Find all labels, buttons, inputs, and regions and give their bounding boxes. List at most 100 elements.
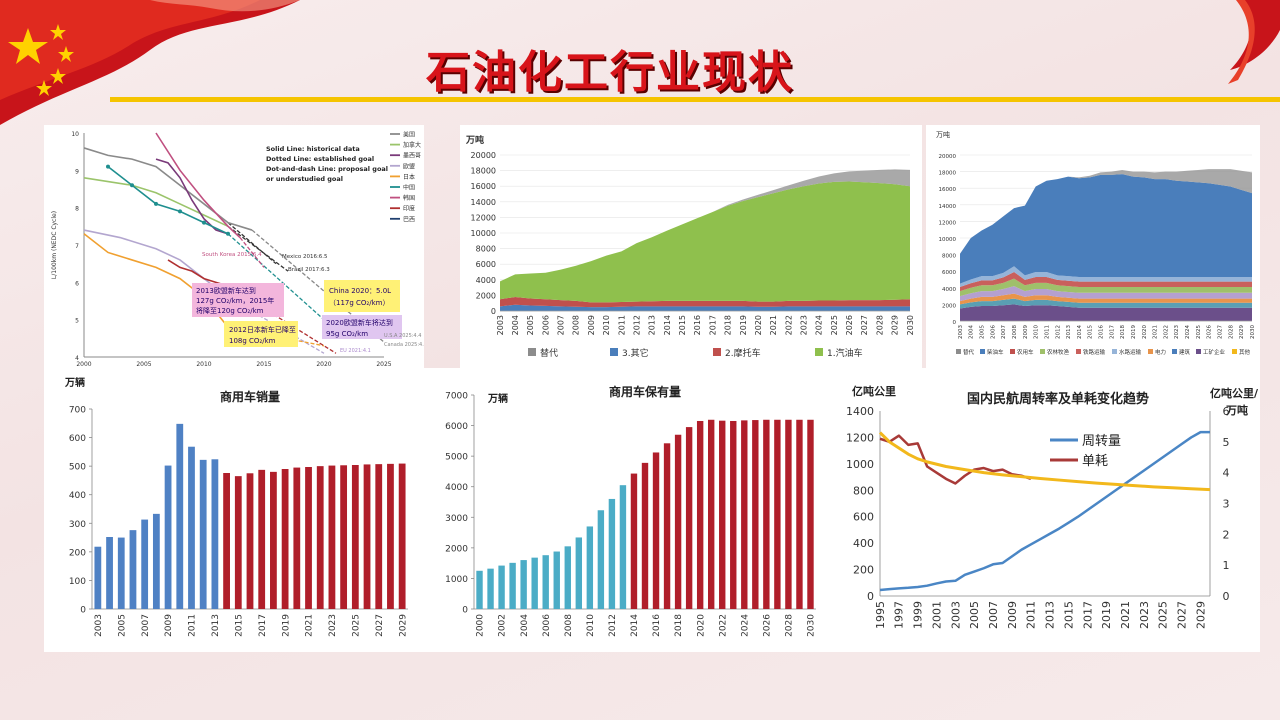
red-ribbon-decoration [1228, 0, 1280, 84]
x-tick-label: 2024 [815, 315, 824, 335]
bar [164, 465, 172, 609]
x-tick-label: 2011 [617, 315, 626, 335]
y-right-label: 万吨 [1225, 403, 1248, 417]
diesel-demand-chart-panel: 万吨 0 2000 4000 6000 8000 10000 12000 14000 16000 1… [926, 125, 1260, 368]
legend-label: 农用车 [1017, 348, 1034, 356]
x-tick-label: 2029 [1239, 325, 1245, 339]
legend-label: 欧盟 [403, 162, 415, 170]
bar [575, 537, 583, 609]
x-tick-label: 2009 [587, 315, 596, 335]
legend-label: 日本 [403, 173, 415, 181]
legend-label: 周转量 [1082, 434, 1121, 449]
x-tick-label: 2019 [1100, 601, 1113, 629]
bar [106, 537, 113, 609]
bar [234, 476, 242, 609]
annotation-box [324, 280, 400, 312]
x-tick-label: 2007 [987, 601, 1000, 629]
legend-label: 2.摩托车 [725, 347, 761, 359]
area-series [960, 169, 1252, 254]
x-tick-label: 2019 [739, 315, 748, 335]
chart-title: 商用车保有量 [609, 384, 681, 399]
x-tick-label: 2003 [958, 325, 964, 339]
legend-label: 其他 [1239, 348, 1251, 356]
bar [152, 513, 160, 609]
y-tick-label: 0 [80, 606, 86, 616]
x-tick-label: 2022 [1163, 325, 1169, 339]
x-tick-label: 2021 [769, 315, 778, 335]
bar [117, 537, 125, 609]
legend-label: 3.其它 [622, 347, 649, 359]
bar [730, 420, 737, 609]
series-line [107, 165, 229, 235]
x-tick-label: 2025 [1157, 601, 1170, 629]
x-tick-label: 1995 [874, 601, 887, 629]
x-tick-label: 2011 [1044, 325, 1050, 339]
x-tick-label: 2011 [1025, 601, 1038, 629]
series-point [202, 220, 206, 225]
chart-title: 商用车销量 [220, 389, 280, 404]
x-tick-label: 2017 [1109, 325, 1115, 339]
x-tick-label: 2007 [141, 614, 151, 637]
x-tick-label: 2025 [351, 614, 361, 637]
legend-label: 替代 [540, 347, 558, 359]
cv-stock-chart-panel: 商用车保有量 万辆 0 1000 2000 3000 4000 5000 6000 7000 200… [428, 368, 838, 652]
x-tick-label: 2010 [196, 361, 211, 368]
bar [281, 469, 289, 609]
aviation-chart-panel: 国内民航周转率及单耗变化趋势 亿吨公里 亿吨公里/万吨 0 200 400 600 800 10… [838, 368, 1260, 652]
y-tick-label: 300 [69, 520, 86, 530]
bar [293, 467, 301, 609]
x-tick-label: 2002 [498, 614, 508, 637]
bar [387, 463, 394, 609]
x-tick-label: 2009 [1023, 325, 1029, 339]
x-tick-label: 2026 [845, 315, 854, 335]
y-left-tick-label: 0 [867, 590, 874, 603]
bar [520, 560, 527, 609]
x-tick-label: 2001 [930, 601, 943, 629]
x-tick-label: 2016 [693, 315, 702, 335]
legend-label: 电力 [1155, 348, 1166, 356]
annotation-box [322, 315, 402, 339]
annotation-box [192, 283, 284, 317]
projection-line [227, 222, 277, 265]
x-tick-label: 2027 [1176, 601, 1189, 629]
x-tick-label: 2020 [316, 361, 331, 368]
area-series [960, 286, 1252, 302]
bar [586, 526, 594, 609]
bar [498, 565, 505, 609]
x-tick-label: 2004 [520, 614, 530, 637]
x-tick-label: 2006 [541, 315, 550, 335]
x-tick-label: 2030 [906, 315, 915, 335]
bar [509, 562, 516, 609]
y-tick-label: 6000 [942, 270, 956, 276]
x-tick-label: 2004 [511, 315, 520, 335]
chart-title: 国内民航周转率及单耗变化趋势 [967, 391, 1149, 407]
x-tick-label: 2000 [76, 361, 91, 368]
legend-label: 替代 [963, 348, 975, 356]
y-tick-label: 4 [75, 355, 79, 362]
x-tick-label: 2018 [1120, 325, 1126, 339]
series-line [155, 132, 241, 239]
annotation-eu-1: 2013欧盟新车达到 [196, 286, 256, 295]
y-tick-label: 5 [75, 318, 79, 325]
x-tick-label: 2005 [980, 325, 986, 339]
x-tick-label: 2023 [328, 614, 338, 637]
annotation-eu2020-1: 2020欧盟新车将达到 [326, 318, 393, 327]
x-tick-label: 2014 [663, 315, 672, 335]
x-tick-label: 2022 [784, 315, 793, 335]
area-series [960, 298, 1252, 309]
x-tick-label: 2023 [800, 315, 809, 335]
x-tick-label: 2020 [754, 315, 763, 335]
y-tick-label: 8 [75, 206, 79, 213]
x-tick-label: 2003 [496, 315, 505, 335]
annotation-china-1: China 2020：5.0L [329, 287, 391, 295]
x-tick-label: 2010 [1034, 325, 1040, 339]
projection-line [227, 225, 289, 272]
x-tick-label: 2005 [526, 315, 535, 335]
bar [316, 466, 324, 609]
series-line [167, 259, 229, 287]
x-tick-label: 2007 [1001, 325, 1007, 339]
x-tick-label: 2012 [608, 614, 618, 637]
legend-label: 柴油车 [987, 348, 1004, 356]
bar [328, 465, 336, 609]
